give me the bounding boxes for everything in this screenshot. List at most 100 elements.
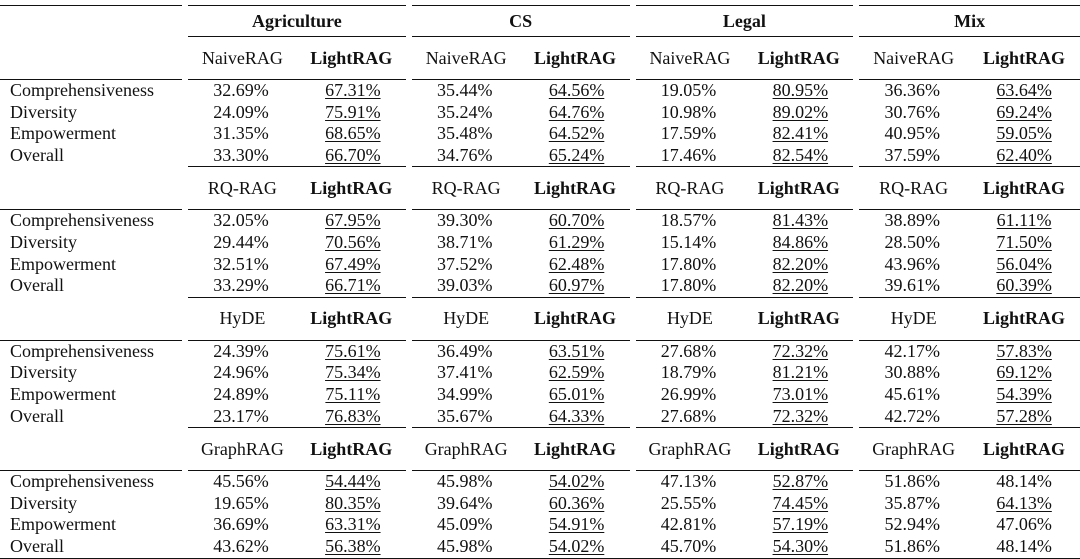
value-cell: 18.57% bbox=[633, 210, 745, 232]
method-header: LightRAG bbox=[744, 166, 857, 211]
value: 33.30% bbox=[213, 144, 269, 165]
value: 30.88% bbox=[884, 362, 940, 383]
value-cell: 36.36% bbox=[856, 80, 968, 102]
value-cell: 82.20% bbox=[744, 254, 856, 276]
value-cell: 64.33% bbox=[521, 406, 633, 428]
value-cell: 38.71% bbox=[409, 232, 521, 254]
method-header: LightRAG bbox=[968, 166, 1080, 211]
value: 36.49% bbox=[436, 340, 493, 361]
value: 71.50% bbox=[996, 231, 1052, 252]
value-cell: 51.86% bbox=[856, 471, 968, 493]
value-cell: 17.46% bbox=[633, 145, 745, 167]
value-cell: 64.76% bbox=[521, 102, 633, 124]
value: 54.02% bbox=[548, 471, 605, 492]
value-cell: 42.72% bbox=[856, 406, 968, 428]
value-cell: 73.01% bbox=[744, 384, 856, 406]
value-cell: 81.43% bbox=[744, 210, 856, 232]
value-cell: 60.70% bbox=[521, 210, 633, 232]
value-cell: 63.51% bbox=[521, 340, 633, 362]
value: 72.32% bbox=[772, 340, 829, 361]
baseline-header: RQ-RAG bbox=[853, 166, 969, 211]
value-cell: 82.54% bbox=[744, 145, 856, 167]
data-row: Comprehensiveness 32.05% 67.95% 39.30% 60.70… bbox=[0, 210, 1080, 232]
value-cell: 54.02% bbox=[521, 471, 633, 493]
value-cell: 64.56% bbox=[521, 80, 633, 102]
value-cell: 27.68% bbox=[633, 406, 745, 428]
value: 27.68% bbox=[660, 405, 717, 426]
data-row: Diversity 19.65% 80.35% 39.64% 60.36% 25.55% 7… bbox=[0, 493, 1080, 515]
baseline-header: HyDE bbox=[182, 296, 297, 341]
method-header: LightRAG bbox=[296, 166, 409, 211]
value-cell: 39.61% bbox=[856, 275, 968, 297]
value: 24.89% bbox=[213, 383, 269, 404]
metric-label: Comprehensiveness bbox=[10, 471, 154, 492]
value: 74.45% bbox=[772, 492, 829, 513]
method-header: LightRAG bbox=[744, 296, 857, 341]
value: 45.56% bbox=[213, 471, 269, 492]
value-cell: 17.80% bbox=[633, 254, 745, 276]
baseline-header: GraphRAG bbox=[629, 427, 745, 472]
metric-label: Empowerment bbox=[10, 383, 116, 404]
value-cell: 65.01% bbox=[521, 384, 633, 406]
value: 39.03% bbox=[436, 275, 493, 296]
value-cell: 75.91% bbox=[297, 102, 409, 124]
value-cell: 72.32% bbox=[744, 406, 856, 428]
value: 34.99% bbox=[436, 383, 493, 404]
value: 75.34% bbox=[325, 362, 381, 383]
value: 48.14% bbox=[996, 471, 1052, 492]
value-cell: 62.48% bbox=[521, 254, 633, 276]
value: 35.48% bbox=[436, 123, 493, 144]
value-cell: 82.20% bbox=[744, 275, 856, 297]
value: 29.44% bbox=[213, 231, 269, 252]
value-cell: 25.55% bbox=[633, 493, 745, 515]
value-cell: 32.69% bbox=[185, 80, 297, 102]
value: 63.31% bbox=[325, 514, 381, 535]
value-cell: 33.29% bbox=[185, 275, 297, 297]
value: 35.87% bbox=[884, 492, 940, 513]
data-row: Empowerment 36.69% 63.31% 45.09% 54.91% 42.81… bbox=[0, 514, 1080, 536]
value: 36.69% bbox=[213, 514, 269, 535]
value-cell: 57.19% bbox=[744, 514, 856, 536]
value: 57.28% bbox=[996, 405, 1052, 426]
value-cell: 80.35% bbox=[297, 493, 409, 515]
baseline-header: HyDE bbox=[629, 296, 745, 341]
value: 35.24% bbox=[436, 101, 493, 122]
method-header: LightRAG bbox=[968, 296, 1080, 341]
data-row: Empowerment 32.51% 67.49% 37.52% 62.48% 17.80… bbox=[0, 254, 1080, 276]
value: 37.59% bbox=[884, 144, 940, 165]
value-cell: 37.52% bbox=[409, 254, 521, 276]
dataset-header: Mix bbox=[853, 5, 1080, 37]
value: 68.65% bbox=[325, 123, 381, 144]
value-cell: 52.87% bbox=[744, 471, 856, 493]
value-cell: 43.62% bbox=[185, 535, 297, 559]
value: 67.95% bbox=[325, 210, 381, 231]
value-cell: 34.76% bbox=[409, 145, 521, 167]
value: 39.64% bbox=[436, 492, 493, 513]
value-cell: 43.96% bbox=[856, 254, 968, 276]
value: 60.97% bbox=[548, 275, 605, 296]
value-cell: 54.44% bbox=[297, 471, 409, 493]
value-cell: 59.05% bbox=[968, 123, 1080, 145]
value-cell: 35.44% bbox=[409, 80, 521, 102]
value: 61.11% bbox=[996, 210, 1052, 231]
value: 18.57% bbox=[660, 210, 717, 231]
value-cell: 45.56% bbox=[185, 471, 297, 493]
value-cell: 51.86% bbox=[856, 535, 969, 559]
data-row: Diversity 24.09% 75.91% 35.24% 64.76% 10.98% 8… bbox=[0, 102, 1080, 124]
value: 63.64% bbox=[996, 80, 1052, 100]
value: 69.12% bbox=[996, 362, 1052, 383]
value-cell: 24.96% bbox=[185, 362, 297, 384]
value: 32.69% bbox=[213, 80, 269, 100]
value-cell: 61.11% bbox=[968, 210, 1080, 232]
value: 80.95% bbox=[772, 80, 829, 100]
value: 70.56% bbox=[325, 231, 381, 252]
value-cell: 48.14% bbox=[968, 471, 1080, 493]
value: 15.14% bbox=[660, 231, 717, 252]
value: 47.06% bbox=[996, 514, 1052, 535]
value-cell: 10.98% bbox=[633, 102, 745, 124]
value: 17.80% bbox=[660, 253, 717, 274]
corner bbox=[0, 5, 185, 37]
metric-label: Overall bbox=[10, 145, 64, 166]
value: 19.05% bbox=[660, 80, 717, 100]
value-cell: 36.69% bbox=[185, 514, 297, 536]
